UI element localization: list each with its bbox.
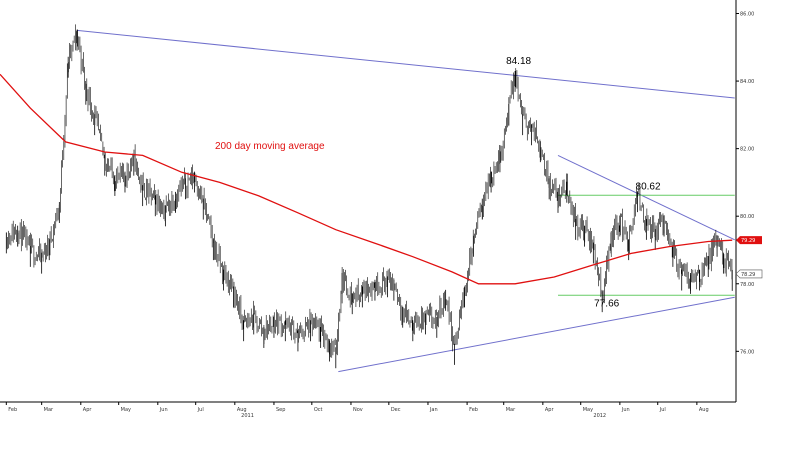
x-tick-label: Jun <box>621 407 630 413</box>
trendline-wedge-top-2 <box>557 154 735 241</box>
y-tick-label: 82.00 <box>740 147 754 153</box>
resistance-annotation: 80.62 <box>636 181 661 192</box>
y-tick-label: 76.00 <box>740 349 754 355</box>
x-tick-label: Dec <box>391 407 401 413</box>
year-label: 2012 <box>593 413 606 419</box>
x-tick-label: Feb <box>8 407 17 413</box>
x-tick-label: May <box>121 407 131 413</box>
moving-average-label: 200 day moving average <box>215 141 325 152</box>
year-label: 2011 <box>241 413 254 419</box>
moving-average-value-marker <box>736 236 762 245</box>
x-tick-label: Feb <box>469 407 478 413</box>
trendline-resistance-0 <box>76 29 735 99</box>
x-tick-label: Jun <box>159 407 168 413</box>
last-price-marker <box>735 269 763 279</box>
x-tick-label: Sep <box>276 407 285 413</box>
y-axis: 86.00 84.00 82.00 80.00 78.00 76.00 <box>736 12 754 355</box>
last-price-label: 78.29 <box>741 272 755 278</box>
trendline-support-1 <box>338 296 735 373</box>
x-tick-label: Jan <box>429 407 438 413</box>
x-tick-label: May <box>583 407 593 413</box>
price-bars <box>5 24 733 369</box>
x-tick-label: Jul <box>659 407 666 413</box>
x-tick-label: Aug <box>699 407 709 413</box>
support-annotation: 77.66 <box>594 298 619 309</box>
y-tick-label: 80.00 <box>740 214 754 220</box>
y-tick-label: 86.00 <box>740 12 754 18</box>
x-tick-label: Nov <box>353 407 363 413</box>
x-tick-label: Aug <box>237 407 247 413</box>
x-tick-label: Apr <box>83 407 93 413</box>
x-axis: Feb Mar Apr May Jun Jul Aug Sep Oct Nov Dec Jan Feb M… <box>5 402 709 419</box>
x-tick-label: Apr <box>545 407 555 413</box>
x-tick-label: Jul <box>197 407 204 413</box>
y-tick-label: 84.00 <box>740 79 754 85</box>
annotations: 84.18 80.62 77.66 200 day moving average 79.… <box>215 56 763 309</box>
x-tick-label: Mar <box>506 407 516 413</box>
x-tick-label: Mar <box>44 407 54 413</box>
x-tick-label: Oct <box>314 407 323 413</box>
peak-annotation: 84.18 <box>506 56 531 67</box>
moving-average-value-label: 79.29 <box>741 238 755 244</box>
plot-area <box>0 24 735 373</box>
y-tick-label: 78.00 <box>740 282 754 288</box>
moving-average-line <box>0 73 733 285</box>
